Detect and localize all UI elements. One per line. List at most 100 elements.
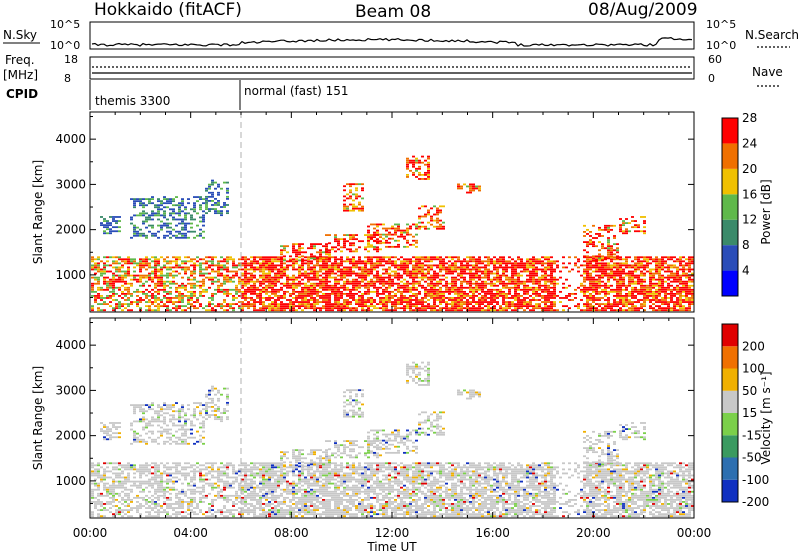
echo-cell — [160, 301, 163, 303]
echo-cell — [400, 256, 403, 259]
echo-cell — [409, 272, 412, 275]
echo-cell — [412, 282, 415, 285]
echo-cell — [358, 183, 361, 186]
echo-cell — [481, 299, 484, 301]
echo-cell — [394, 233, 397, 236]
echo-cell — [493, 292, 496, 295]
echo-cell — [142, 214, 145, 217]
echo-cell — [235, 297, 238, 299]
echo-cell — [310, 290, 313, 293]
echo-cell — [649, 284, 652, 287]
echo-cell — [526, 301, 529, 303]
echo-cell — [466, 299, 469, 301]
echo-cell — [595, 290, 598, 293]
echo-cell — [142, 266, 145, 269]
echo-cell — [211, 295, 214, 297]
echo-cell — [124, 262, 127, 265]
echo-cell — [613, 309, 616, 312]
echo-cell — [619, 292, 622, 295]
echo-cell — [130, 422, 133, 425]
echo-cell — [343, 288, 346, 291]
echo-cell — [613, 256, 616, 259]
echo-cell — [232, 262, 235, 265]
echo-cell — [217, 290, 220, 293]
echo-cell — [691, 301, 694, 303]
echo-cell — [334, 272, 337, 275]
echo-cell — [529, 303, 532, 305]
echo-cell — [409, 161, 412, 164]
echo-cell — [367, 270, 370, 273]
echo-cell — [139, 268, 142, 271]
echo-cell — [301, 274, 304, 277]
echo-cell — [328, 260, 331, 263]
echo-cell — [472, 288, 475, 291]
echo-cell — [661, 288, 664, 291]
echo-cell — [286, 299, 289, 301]
echo-cell — [394, 292, 397, 295]
echo-cell — [415, 256, 418, 259]
echo-cell — [217, 278, 220, 281]
echo-cell — [688, 303, 691, 305]
echo-cell — [643, 303, 646, 305]
echo-cell — [259, 290, 262, 293]
echo-cell — [118, 216, 121, 218]
echo-cell — [490, 270, 493, 273]
echo-cell — [364, 286, 367, 289]
echo-cell — [457, 297, 460, 299]
echo-cell — [403, 290, 406, 293]
echo-cell — [691, 278, 694, 281]
echo-cell — [484, 274, 487, 277]
echo-cell — [655, 288, 658, 291]
echo-cell — [469, 297, 472, 299]
echo-cell — [307, 272, 310, 275]
echo-cell — [187, 222, 190, 225]
echo-cell — [583, 270, 586, 273]
echo-cell — [382, 260, 385, 263]
echo-cell — [232, 299, 235, 301]
echo-cell — [445, 288, 448, 291]
echo-cell — [598, 286, 601, 289]
echo-cell — [319, 280, 322, 283]
echo-cell — [115, 226, 118, 229]
echo-cell — [121, 280, 124, 283]
echo-cell — [472, 189, 475, 192]
echo-cell — [307, 264, 310, 267]
echo-cell — [652, 292, 655, 295]
echo-cell — [127, 462, 130, 465]
echo-cell — [91, 470, 94, 473]
echo-cell — [400, 274, 403, 277]
echo-cell — [265, 274, 268, 277]
echo-cell — [151, 256, 154, 259]
echo-cell — [310, 284, 313, 287]
echo-cell — [316, 290, 319, 293]
echo-cell — [142, 210, 145, 213]
echo-cell — [256, 256, 259, 259]
echo-cell — [385, 272, 388, 275]
echo-cell — [316, 264, 319, 267]
echo-cell — [478, 299, 481, 301]
echo-cell — [472, 187, 475, 190]
echo-cell — [616, 247, 619, 250]
echo-cell — [439, 290, 442, 293]
echo-cell — [223, 206, 226, 208]
echo-cell — [253, 290, 256, 293]
echo-cell — [601, 288, 604, 291]
echo-cell — [583, 280, 586, 283]
echo-cell — [250, 286, 253, 289]
echo-cell — [301, 259, 304, 262]
echo-cell — [154, 268, 157, 271]
echo-cell — [460, 301, 463, 303]
echo-cell — [403, 237, 406, 240]
echo-cell — [661, 303, 664, 305]
echo-cell — [211, 280, 214, 283]
echo-cell — [358, 258, 361, 261]
echo-cell — [178, 305, 181, 308]
echo-cell — [295, 284, 298, 287]
echo-cell — [400, 292, 403, 295]
echo-cell — [469, 187, 472, 190]
echo-cell — [358, 276, 361, 279]
echo-cell — [550, 260, 553, 263]
echo-cell — [553, 278, 556, 281]
echo-cell — [670, 280, 673, 283]
